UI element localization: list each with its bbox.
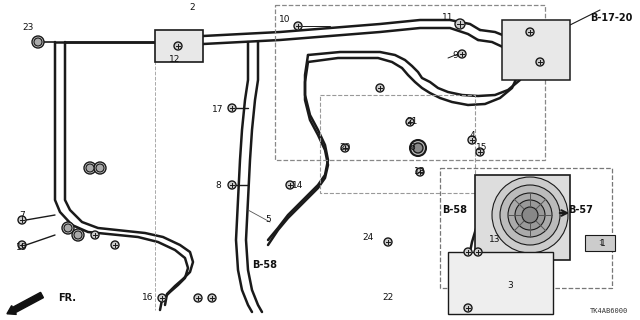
Circle shape: [74, 231, 82, 239]
Circle shape: [228, 104, 236, 112]
Circle shape: [464, 304, 472, 312]
Circle shape: [455, 19, 465, 29]
Circle shape: [384, 238, 392, 246]
Circle shape: [91, 231, 99, 239]
Text: 15: 15: [476, 143, 488, 153]
Text: 21: 21: [406, 117, 418, 126]
Text: 3: 3: [507, 281, 513, 290]
Circle shape: [458, 50, 466, 58]
Circle shape: [194, 294, 202, 302]
Circle shape: [18, 216, 26, 224]
Circle shape: [32, 36, 44, 48]
Circle shape: [376, 84, 384, 92]
Text: 20: 20: [339, 143, 351, 153]
Text: 9: 9: [452, 51, 458, 60]
Circle shape: [18, 241, 26, 249]
Text: B-58: B-58: [253, 260, 278, 270]
Circle shape: [34, 38, 42, 46]
Text: 18: 18: [414, 167, 426, 177]
Bar: [448, 252, 553, 314]
Circle shape: [508, 193, 552, 237]
Text: 1: 1: [600, 238, 606, 247]
Circle shape: [536, 58, 544, 66]
Bar: [275, 5, 545, 160]
Circle shape: [526, 28, 534, 36]
Circle shape: [208, 294, 216, 302]
Circle shape: [410, 140, 426, 156]
Text: 5: 5: [265, 215, 271, 225]
Text: TK4AB6000: TK4AB6000: [589, 308, 628, 314]
Circle shape: [474, 248, 482, 256]
Bar: [155, 30, 203, 62]
Circle shape: [111, 241, 119, 249]
Circle shape: [86, 164, 94, 172]
Text: FR.: FR.: [58, 293, 76, 303]
Circle shape: [464, 248, 472, 256]
Circle shape: [174, 42, 182, 50]
Text: B-58: B-58: [442, 205, 467, 215]
Text: B-57: B-57: [568, 205, 593, 215]
Circle shape: [94, 162, 106, 174]
Bar: [440, 168, 612, 288]
Circle shape: [413, 143, 423, 153]
Text: 7: 7: [19, 211, 25, 220]
Circle shape: [522, 207, 538, 223]
Text: 23: 23: [22, 23, 34, 33]
FancyArrow shape: [7, 292, 44, 315]
Circle shape: [286, 181, 294, 189]
Text: 22: 22: [382, 293, 394, 302]
Circle shape: [84, 162, 96, 174]
Text: 2: 2: [189, 4, 195, 12]
Circle shape: [72, 229, 84, 241]
Bar: [475, 175, 570, 260]
Circle shape: [476, 148, 484, 156]
Bar: [585, 235, 615, 251]
Text: 10: 10: [279, 15, 291, 25]
Circle shape: [416, 168, 424, 176]
Circle shape: [500, 185, 560, 245]
Circle shape: [341, 144, 349, 152]
Circle shape: [228, 181, 236, 189]
Circle shape: [468, 136, 476, 144]
Bar: [502, 20, 570, 80]
Text: 14: 14: [292, 180, 304, 189]
Text: 13: 13: [489, 236, 500, 244]
Circle shape: [96, 164, 104, 172]
Circle shape: [64, 224, 72, 232]
Circle shape: [62, 222, 74, 234]
Text: 17: 17: [212, 106, 224, 115]
Text: B-17-20: B-17-20: [590, 13, 632, 23]
Circle shape: [294, 22, 302, 30]
Text: 16: 16: [142, 293, 154, 302]
Text: 12: 12: [170, 55, 180, 65]
Text: 4: 4: [469, 131, 475, 140]
Circle shape: [492, 177, 568, 253]
Text: 11: 11: [442, 13, 454, 22]
Text: 24: 24: [362, 234, 374, 243]
Text: 19: 19: [16, 244, 28, 252]
Circle shape: [406, 118, 414, 126]
Bar: [320, 95, 475, 193]
Text: 8: 8: [215, 180, 221, 189]
Text: 1: 1: [598, 240, 602, 246]
Circle shape: [158, 294, 166, 302]
Circle shape: [515, 200, 545, 230]
Text: 6: 6: [409, 143, 415, 153]
